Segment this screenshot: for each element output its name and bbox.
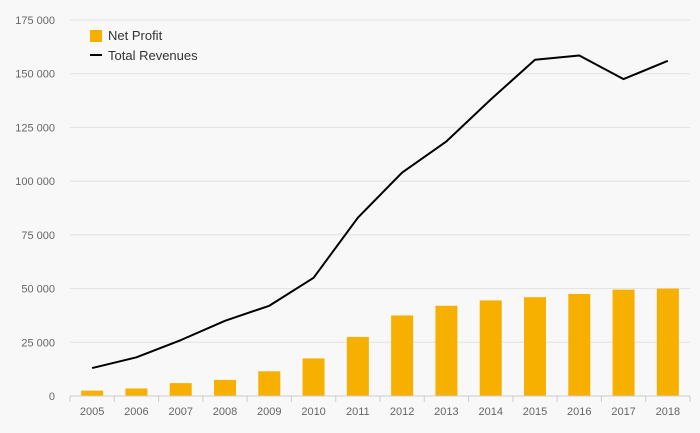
y-tick-label: 175 000 [15,15,55,27]
bar-net-profit [214,379,236,396]
bar-net-profit [524,297,546,396]
x-tick-label: 2013 [434,406,458,418]
x-tick-label: 2015 [523,406,547,418]
line-total-revenues [91,54,669,370]
y-tick-label: 0 [49,391,55,403]
net-profit-bars [81,288,679,396]
y-tick-label: 125 000 [15,122,55,134]
bar-net-profit [612,289,635,396]
x-tick-label: 2010 [301,406,325,418]
gridlines [70,19,690,343]
bar-net-profit [169,383,192,396]
legend: Net Profit Total Revenues [90,28,198,63]
x-tick-label: 2016 [567,406,591,418]
bar-net-profit [258,371,281,396]
x-tick-label: 2006 [124,406,148,418]
y-tick-label: 25 000 [21,337,55,349]
x-tick-label: 2008 [213,406,237,418]
x-tick-label: 2007 [168,406,192,418]
y-tick-label: 100 000 [15,176,55,188]
x-tick-label: 2011 [346,406,370,418]
bar-net-profit [125,388,148,396]
x-tick-label: 2014 [478,406,502,418]
x-tick-label: 2018 [656,406,680,418]
axes: 0 25 000 50 000 75 000 100 000 125 000 150 000… [15,15,691,418]
legend-swatch-net-profit [90,30,102,42]
bar-net-profit [568,293,591,396]
bar-net-profit [391,315,414,396]
bar-net-profit [346,336,369,396]
bar-net-profit [479,300,502,396]
y-tick-label: 50 000 [21,284,55,296]
bar-net-profit [81,390,104,396]
x-tick-label: 2012 [390,406,414,418]
x-tick-label: 2005 [80,406,104,418]
total-revenues-line-group [91,54,669,370]
x-tick-label: 2017 [611,406,635,418]
bar-net-profit [435,305,458,396]
y-tick-label: 150 000 [15,69,55,81]
legend-label-total-revenues: Total Revenues [108,48,198,63]
bar-net-profit [656,288,679,396]
y-tick-label: 75 000 [21,230,55,242]
bar-net-profit [302,358,325,396]
x-tick-label: 2009 [257,406,281,418]
legend-label-net-profit: Net Profit [108,28,163,43]
